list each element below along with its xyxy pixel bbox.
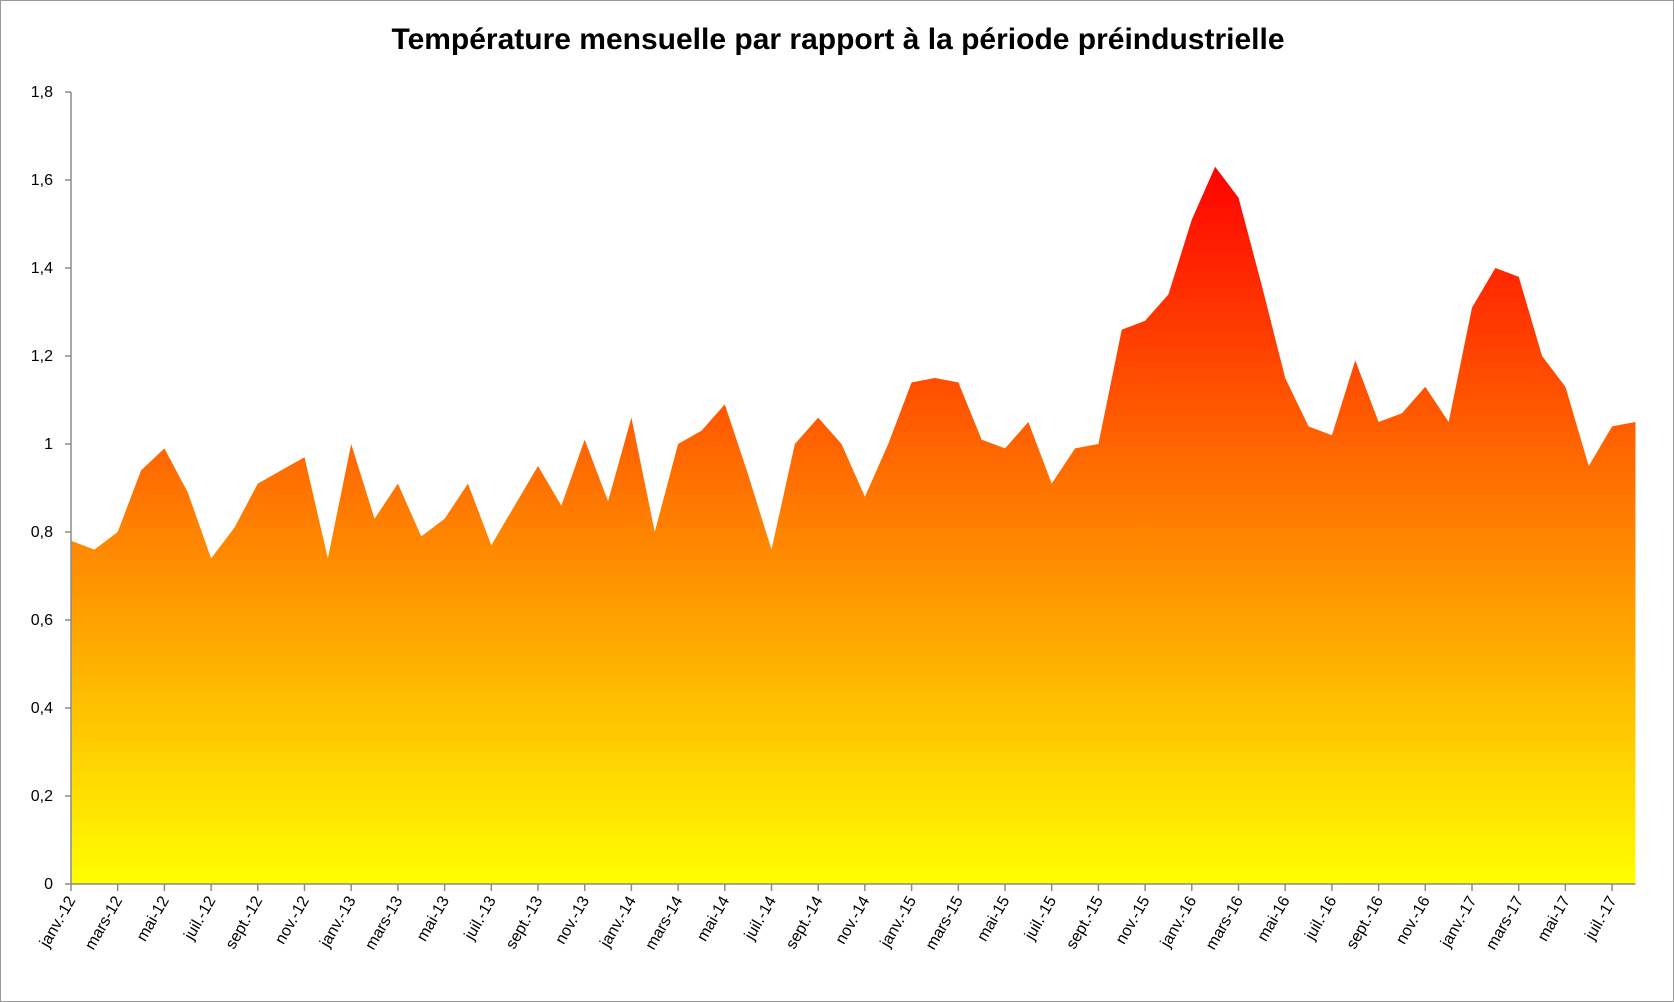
x-tick-label: mars-14 (642, 893, 686, 952)
y-tick-label: 1,4 (31, 260, 53, 277)
x-tick-label: mars-13 (362, 893, 406, 952)
x-tick-label: nov.-13 (552, 893, 593, 947)
x-tick-label: juil.-13 (461, 893, 500, 943)
x-tick-label: mai-16 (1254, 893, 1293, 944)
x-tick-label: nov.-16 (1393, 893, 1434, 947)
x-tick-label: juil.-16 (1302, 893, 1341, 943)
chart-title: Température mensuelle par rapport à la p… (391, 23, 1285, 56)
axes (65, 91, 1636, 891)
x-tick-label: mai-13 (414, 893, 453, 944)
x-tick-label: mai-17 (1535, 893, 1574, 944)
x-tick-label: mars-17 (1483, 893, 1527, 952)
x-tick-label: janv.-14 (597, 893, 640, 951)
x-tick-label: sept.-13 (503, 893, 547, 952)
x-tick-label: sept.-16 (1343, 893, 1387, 952)
x-tick-label: sept.-15 (1063, 893, 1107, 952)
y-tick-label: 1 (44, 436, 53, 453)
x-tick-label: juil.-14 (741, 893, 780, 943)
x-tick-label: mars-15 (923, 893, 967, 952)
x-tick-label: mai-15 (974, 893, 1013, 944)
y-tick-label: 1,8 (31, 84, 53, 101)
area-layer (71, 166, 1636, 885)
y-tick-label: 1,6 (31, 172, 53, 189)
x-tick-label: juil.-17 (1582, 893, 1621, 943)
y-tick-label: 0 (44, 876, 53, 893)
y-tick-label: 0,4 (31, 700, 53, 717)
y-tick-label: 0,2 (31, 788, 53, 805)
y-tick-label: 0,6 (31, 612, 53, 629)
x-tick-label: nov.-15 (1113, 893, 1154, 947)
x-tick-label: janv.-13 (317, 893, 360, 951)
x-tick-label: mars-16 (1203, 893, 1247, 952)
temperature-area-series (71, 166, 1636, 885)
x-tick-label: mai-12 (134, 893, 173, 944)
x-tick-label: janv.-17 (1437, 893, 1480, 951)
x-axis-tick-labels: janv.-12 mars-12 mai-12 juil.-12 sept.-12 nov… (36, 893, 1620, 952)
x-tick-label: janv.-12 (36, 893, 79, 951)
x-tick-label: janv.-15 (877, 893, 920, 951)
x-tick-label: nov.-12 (272, 893, 313, 947)
x-tick-label: janv.-16 (1157, 893, 1200, 951)
x-tick-label: juil.-15 (1021, 893, 1060, 943)
x-tick-label: mars-12 (82, 893, 126, 952)
x-tick-label: sept.-12 (223, 893, 267, 952)
y-tick-label: 1,2 (31, 348, 53, 365)
x-tick-label: mai-14 (694, 893, 733, 944)
x-tick-label: nov.-14 (833, 893, 874, 947)
x-tick-label: sept.-14 (783, 893, 827, 952)
y-axis-tick-labels: 0 0,2 0,4 0,6 0,8 1 1,2 1,4 1,6 1,8 (31, 84, 53, 893)
x-tick-label: juil.-12 (181, 893, 220, 943)
y-tick-label: 0,8 (31, 524, 53, 541)
